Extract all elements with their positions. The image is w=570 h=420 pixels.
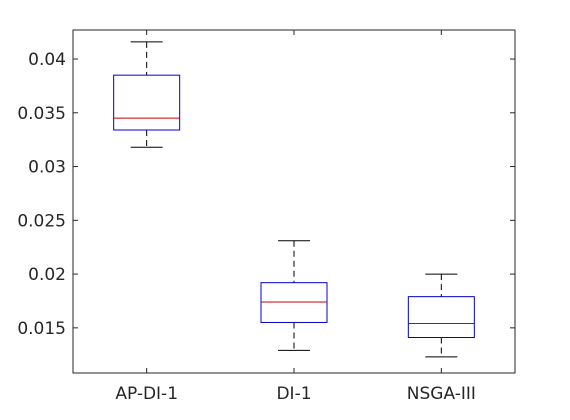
y-tick-label: 0.02 [28,265,66,285]
iqr-box [407,296,475,339]
y-tick-label: 0.03 [28,158,66,178]
plot-frame [72,29,516,374]
y-tick-label: 0.04 [28,50,66,70]
y-tick-label: 0.015 [17,319,66,339]
y-tick-label: 0.025 [17,211,66,231]
x-tick-label: NSGA-III [407,384,476,404]
iqr-box [260,282,328,323]
iqr-box [113,74,181,131]
y-tick-label: 0.035 [17,104,66,124]
x-tick-label: AP-DI-1 [115,384,178,404]
x-tick-label: DI-1 [276,384,311,404]
